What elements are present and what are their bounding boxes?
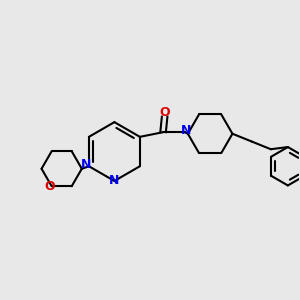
Text: O: O [45,180,56,193]
Text: O: O [159,106,170,118]
Text: N: N [81,158,92,171]
Text: N: N [181,124,191,137]
Text: N: N [109,174,120,187]
